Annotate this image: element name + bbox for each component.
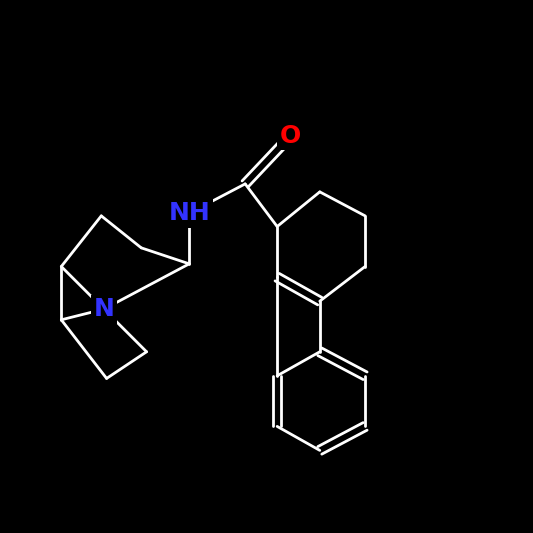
Text: NH: NH bbox=[168, 201, 210, 225]
Text: N: N bbox=[93, 297, 115, 321]
Text: O: O bbox=[280, 124, 301, 148]
